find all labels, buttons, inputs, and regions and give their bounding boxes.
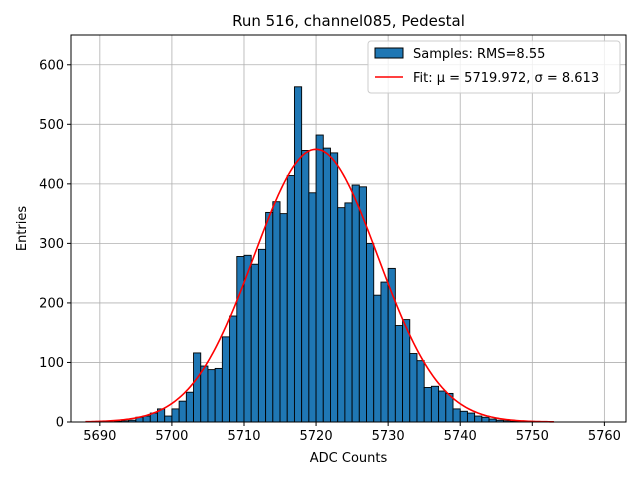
- y-tick-label: 300: [39, 237, 64, 252]
- histogram-bar: [293, 86, 303, 423]
- x-tick-label: 5730: [372, 429, 405, 444]
- histogram-bar: [185, 391, 194, 423]
- x-tick-label: 5740: [444, 429, 477, 444]
- histogram-bar: [337, 207, 346, 423]
- x-tick-label: 5720: [300, 429, 333, 444]
- histogram-bar: [351, 184, 360, 423]
- histogram-bar: [214, 367, 223, 423]
- histogram-bar: [142, 415, 151, 423]
- histogram-bar: [481, 416, 490, 423]
- legend-label-samples: Samples: RMS=8.55: [413, 47, 545, 62]
- x-tick-label: 5750: [516, 429, 549, 444]
- histogram-bar: [250, 263, 259, 423]
- histogram-bar: [265, 211, 274, 423]
- histogram-bar: [394, 325, 404, 423]
- histogram-bar: [193, 352, 202, 423]
- histogram-bar: [366, 242, 375, 423]
- histogram-bar: [301, 150, 310, 423]
- histogram-bar: [322, 147, 331, 423]
- x-tick-label: 5690: [83, 429, 116, 444]
- legend-swatch-samples: [374, 47, 404, 59]
- y-axis-title: Entries: [15, 206, 30, 252]
- legend-box: [367, 40, 621, 94]
- histogram-bar: [286, 175, 295, 423]
- y-tick-label: 600: [39, 58, 64, 73]
- histogram-bar: [279, 213, 288, 423]
- histogram-bar: [380, 281, 389, 423]
- y-tick-label: 400: [39, 177, 64, 192]
- x-tick-label: 5710: [227, 429, 260, 444]
- histogram-bar: [423, 387, 432, 423]
- y-tick-label: 200: [39, 296, 64, 311]
- histogram-bar: [272, 201, 281, 423]
- legend-label-fit: Fit: μ = 5719.972, σ = 8.613: [413, 71, 599, 86]
- histogram-bar: [430, 385, 440, 423]
- histogram-bar: [330, 152, 339, 423]
- histogram-bar: [257, 248, 267, 423]
- legend: Samples: RMS=8.55 Fit: μ = 5719.972, σ =…: [367, 40, 621, 94]
- histogram-bar: [474, 415, 483, 423]
- y-tick-label: 500: [39, 118, 64, 133]
- y-tick-label: 100: [39, 356, 64, 371]
- histogram-bar: [164, 415, 173, 423]
- histogram-bar: [452, 408, 461, 423]
- histogram-bar: [373, 294, 382, 423]
- histogram-bar: [171, 408, 180, 423]
- x-tick-label: 5760: [588, 429, 621, 444]
- histogram-bar: [466, 412, 476, 423]
- plot-area: [70, 34, 627, 423]
- histogram-bar: [416, 360, 425, 423]
- histogram-bar: [200, 365, 209, 423]
- histogram-bar: [459, 410, 468, 423]
- histogram-bar: [236, 256, 245, 423]
- histogram-bar: [409, 353, 418, 423]
- x-tick-label: 5700: [155, 429, 188, 444]
- histogram-bar: [344, 202, 353, 423]
- histogram-bar: [315, 134, 324, 423]
- histogram-bar: [178, 400, 187, 423]
- histogram-bar: [438, 390, 447, 423]
- histogram-bar: [221, 336, 231, 423]
- histogram-bar: [229, 315, 238, 423]
- y-tick-label: 0: [56, 416, 64, 431]
- histogram-bar: [308, 192, 317, 423]
- histogram-bar: [207, 369, 216, 423]
- histogram-bar: [402, 319, 411, 423]
- chart-title: Run 516, channel085, Pedestal: [232, 12, 465, 30]
- fit-curve: [85, 148, 554, 423]
- x-axis-title: ADC Counts: [310, 451, 388, 466]
